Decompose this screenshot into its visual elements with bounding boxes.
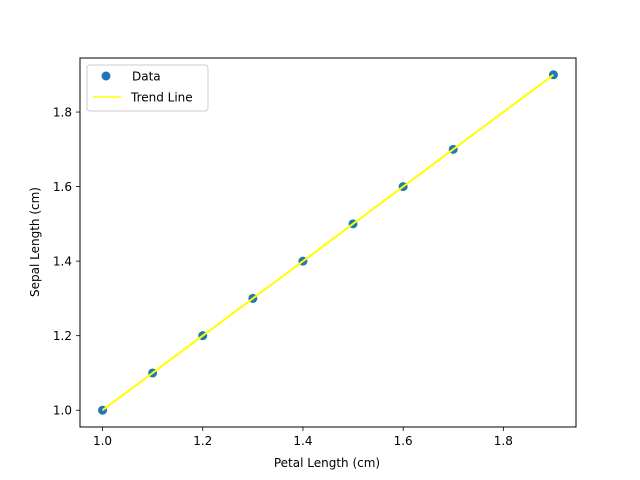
legend-marker-data — [101, 71, 111, 81]
x-axis-ticks: 1.0 1.2 1.4 1.6 1.8 — [93, 427, 513, 448]
legend: Data Trend Line — [86, 64, 209, 112]
y-tick-label: 1.8 — [53, 106, 72, 120]
x-tick-label: 1.6 — [394, 434, 413, 448]
y-tick-label: 1.6 — [53, 180, 72, 194]
legend-label-trend-line: Trend Line — [130, 91, 193, 105]
legend-frame — [86, 64, 209, 112]
legend-label-data: Data — [132, 70, 161, 84]
y-tick-label: 1.0 — [53, 404, 72, 418]
x-tick-label: 1.2 — [193, 434, 212, 448]
x-tick-label: 1.8 — [494, 434, 513, 448]
x-axis-label: Petal Length (cm) — [274, 456, 380, 470]
y-axis-label: Sepal Length (cm) — [28, 187, 42, 297]
x-tick-label: 1.4 — [293, 434, 312, 448]
plot-frame — [79, 57, 577, 428]
x-tick-label: 1.0 — [93, 434, 112, 448]
y-tick-label: 1.2 — [53, 329, 72, 343]
plot-area — [98, 70, 558, 415]
trend-line — [101, 73, 555, 412]
y-axis-ticks: 1.0 1.2 1.4 1.6 1.8 — [53, 106, 80, 418]
y-tick-label: 1.4 — [53, 255, 72, 269]
